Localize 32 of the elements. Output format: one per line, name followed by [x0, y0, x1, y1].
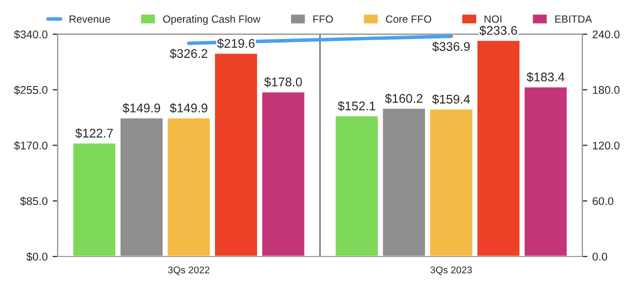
- y-tick-label: $255.0: [14, 86, 48, 95]
- legend-label: EBITDA: [555, 15, 592, 23]
- data-label: $149.9: [122, 103, 160, 114]
- data-label: $336.9: [432, 42, 470, 52]
- bar: [428, 108, 474, 256]
- y2-tick-label: 240.0: [592, 30, 620, 38]
- y-tick-label: $340.0: [14, 30, 48, 39]
- y2-tick-label: 120.0: [592, 142, 620, 150]
- data-label: $183.4: [526, 72, 564, 82]
- data-label: $178.0: [264, 77, 302, 88]
- legend-label: Operating Cash Flow: [163, 15, 260, 25]
- legend-label: Revenue: [70, 15, 110, 23]
- data-label: $149.9: [170, 103, 208, 114]
- x-tick-label: 3Qs 2022: [168, 266, 210, 276]
- data-label: $160.2: [384, 93, 422, 104]
- data-label: $159.4: [432, 94, 470, 104]
- data-label: $219.6: [217, 38, 255, 49]
- y-tick-label: $85.0: [20, 196, 48, 206]
- y-tick-label: $170.0: [14, 141, 48, 150]
- legend-label: Core FFO: [386, 15, 432, 23]
- y-tick-label: $0.0: [26, 252, 48, 262]
- data-label: $233.6: [479, 26, 517, 36]
- y2-tick-label: 60.0: [592, 197, 614, 206]
- y2-tick-label: 0.0: [592, 252, 608, 261]
- x-tick-label: 3Qs 2023: [430, 266, 472, 276]
- legend-label: NOI: [484, 15, 502, 23]
- y2-tick-label: 180.0: [592, 86, 620, 94]
- data-label: $152.1: [338, 100, 376, 112]
- data-label: $122.7: [75, 128, 113, 138]
- data-label: $326.2: [170, 48, 208, 59]
- bar: [72, 142, 117, 256]
- legend-label: FFO: [313, 15, 333, 23]
